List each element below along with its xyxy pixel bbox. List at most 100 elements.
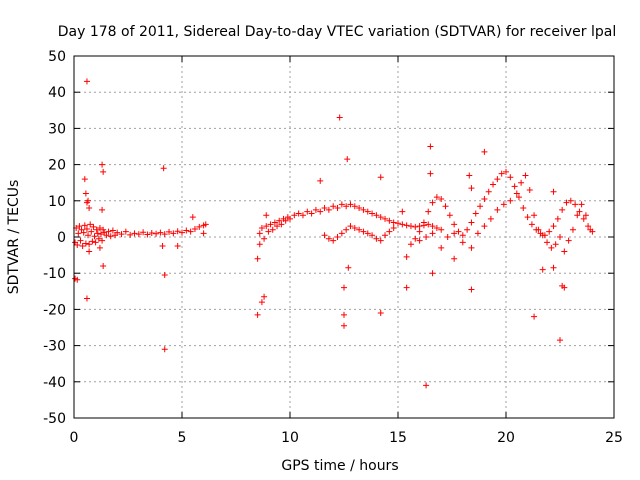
data-point	[341, 311, 347, 318]
data-point	[157, 229, 164, 236]
data-point	[256, 230, 263, 237]
data-point	[377, 237, 384, 244]
data-point	[487, 215, 494, 222]
data-point	[103, 232, 110, 239]
data-point	[420, 219, 427, 226]
data-point	[442, 203, 449, 210]
data-point	[189, 214, 196, 221]
data-point	[191, 226, 198, 233]
data-point	[360, 228, 367, 235]
data-point	[100, 262, 107, 269]
data-point	[100, 168, 107, 175]
data-point	[75, 230, 82, 237]
data-point	[433, 194, 440, 201]
data-point	[131, 230, 138, 237]
data-point	[377, 214, 384, 221]
data-point	[256, 241, 263, 248]
data-point	[338, 230, 345, 237]
data-point	[390, 219, 397, 226]
data-point	[429, 199, 436, 206]
data-point	[464, 226, 471, 233]
data-point	[85, 232, 92, 239]
data-point	[403, 253, 410, 260]
data-point	[382, 232, 389, 239]
data-point	[174, 228, 181, 235]
data-point	[351, 203, 358, 210]
data-point	[481, 148, 488, 155]
y-axis-label: SDTVAR / TECUs	[6, 180, 22, 295]
data-point	[87, 221, 94, 228]
data-point	[550, 223, 557, 230]
data-point	[373, 212, 380, 219]
data-point	[550, 264, 557, 271]
y-tick-label: -20	[43, 302, 66, 318]
data-point	[466, 172, 473, 179]
data-point	[96, 224, 103, 231]
data-point	[576, 208, 583, 215]
data-point	[343, 226, 350, 233]
data-point	[88, 228, 95, 235]
data-point	[330, 237, 337, 244]
data-point	[91, 233, 98, 240]
y-tick-label: -30	[43, 339, 66, 355]
data-point	[263, 212, 270, 219]
y-tick-label: -40	[43, 375, 66, 391]
data-point	[574, 212, 581, 219]
data-point	[580, 215, 587, 222]
y-tick-label: 40	[48, 85, 66, 101]
data-point	[347, 201, 354, 208]
data-point	[267, 221, 274, 228]
data-point	[271, 219, 278, 226]
data-point	[468, 219, 475, 226]
data-point	[507, 174, 514, 181]
data-point	[494, 206, 501, 213]
data-point	[135, 231, 142, 238]
data-point	[382, 215, 389, 222]
data-point	[407, 223, 414, 230]
data-point	[416, 223, 423, 230]
data-point	[254, 311, 261, 318]
data-point	[317, 177, 324, 184]
data-point	[522, 172, 529, 179]
data-point	[82, 240, 89, 247]
data-point	[539, 232, 546, 239]
data-point	[334, 205, 341, 212]
data-point	[96, 244, 103, 251]
y-tick-label: -50	[43, 411, 66, 427]
data-point	[83, 78, 90, 85]
data-point	[161, 231, 168, 238]
data-point	[258, 299, 265, 306]
data-point	[170, 230, 177, 237]
data-point	[356, 205, 363, 212]
data-point	[94, 230, 101, 237]
data-point	[403, 222, 410, 229]
data-point	[550, 188, 557, 195]
data-point	[377, 174, 384, 181]
data-point	[98, 231, 104, 238]
data-point	[144, 231, 151, 238]
data-point	[274, 223, 281, 230]
data-point	[86, 205, 93, 212]
data-point	[159, 243, 166, 250]
data-point	[83, 295, 90, 302]
data-point	[161, 346, 168, 353]
data-point	[369, 232, 376, 239]
data-point	[399, 208, 406, 215]
y-tick-label: 0	[57, 230, 66, 246]
x-axis-label: GPS time / hours	[281, 458, 398, 474]
data-point	[114, 229, 121, 236]
data-point	[105, 228, 112, 235]
data-point	[74, 241, 81, 248]
axis-ticks	[73, 55, 615, 419]
data-point	[295, 210, 302, 217]
data-point	[82, 190, 89, 197]
data-point	[539, 266, 546, 273]
data-point	[472, 210, 479, 217]
y-tick-label: 20	[48, 158, 66, 174]
data-point	[386, 228, 393, 235]
data-point	[261, 293, 268, 300]
data-point	[74, 276, 81, 283]
data-point	[515, 194, 522, 201]
data-point	[291, 212, 298, 219]
data-point	[412, 235, 419, 242]
